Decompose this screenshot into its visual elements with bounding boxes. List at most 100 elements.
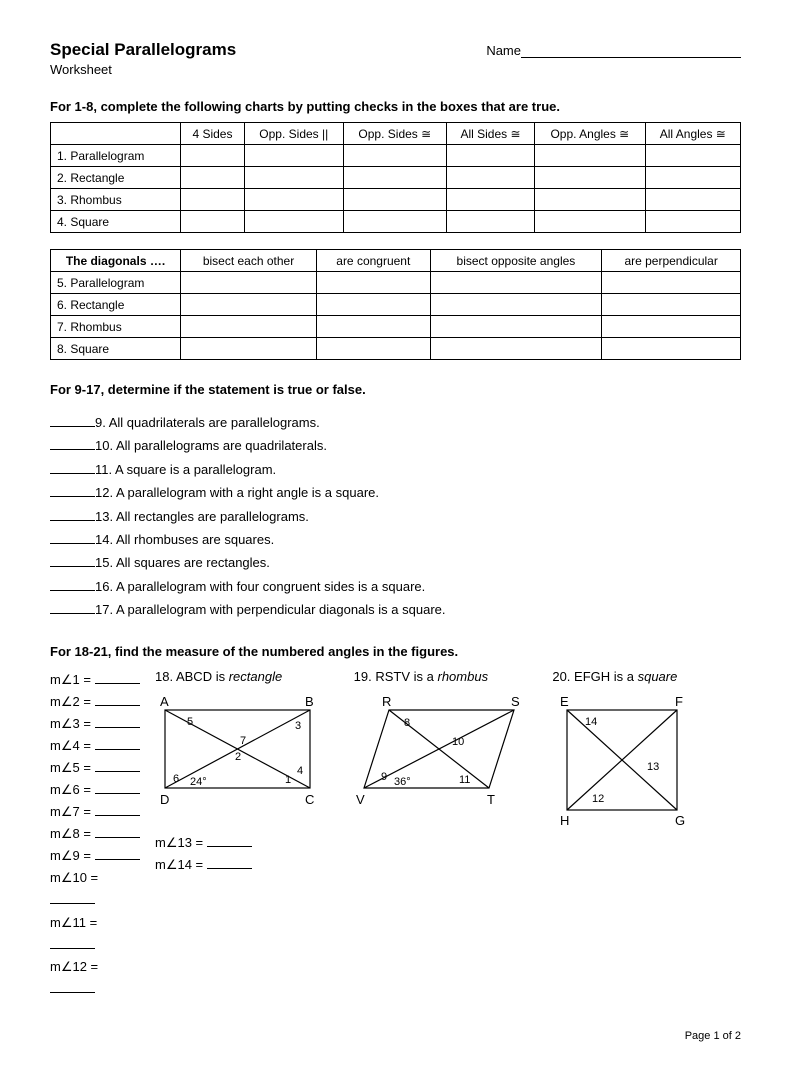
t2-h0: The diagonals …. (51, 250, 181, 272)
svg-text:14: 14 (585, 716, 597, 728)
svg-text:3: 3 (295, 720, 301, 732)
ang6: m∠6 = (50, 782, 95, 797)
t2-r2: 6. Rectangle (51, 294, 181, 316)
q14: 14. All rhombuses are squares. (95, 532, 274, 547)
svg-text:9: 9 (381, 771, 387, 783)
figure-18: 18. ABCD is rectangle A B C D 5 3 7 2 6 … (155, 669, 344, 876)
t1-h5: Opp. Angles ≅ (535, 123, 646, 145)
svg-text:R: R (382, 694, 391, 709)
ang11: m∠11 = (50, 915, 97, 930)
blank-10[interactable] (50, 449, 95, 450)
ang4: m∠4 = (50, 738, 95, 753)
blank-12[interactable] (50, 496, 95, 497)
instruction-1: For 1-8, complete the following charts b… (50, 99, 741, 114)
q9: 9. All quadrilaterals are parallelograms… (95, 415, 320, 430)
f18-shape: rectangle (229, 669, 282, 684)
t1-h3: Opp. Sides ≅ (343, 123, 446, 145)
svg-text:H: H (560, 813, 569, 828)
svg-text:4: 4 (297, 765, 303, 777)
svg-text:V: V (356, 792, 365, 807)
blank-14[interactable] (50, 543, 95, 544)
svg-text:A: A (160, 694, 169, 709)
instruction-3: For 18-21, find the measure of the numbe… (50, 644, 741, 659)
t1-h0 (51, 123, 181, 145)
ang7: m∠7 = (50, 804, 95, 819)
svg-text:E: E (560, 694, 569, 709)
blank-16[interactable] (50, 590, 95, 591)
name-label: Name (486, 43, 521, 58)
figures-row: m∠1 = m∠2 = m∠3 = m∠4 = m∠5 = m∠6 = m∠7 … (50, 669, 741, 1000)
table-properties: 4 Sides Opp. Sides || Opp. Sides ≅ All S… (50, 122, 741, 233)
table-diagonals: The diagonals …. bisect each other are c… (50, 249, 741, 360)
t1-h2: Opp. Sides || (244, 123, 343, 145)
square-diagram: E F G H 14 13 12 (552, 692, 702, 832)
ang12: m∠12 = (50, 959, 98, 974)
t2-h3: bisect opposite angles (430, 250, 602, 272)
f20-shape: square (638, 669, 678, 684)
true-false-list: 9. All quadrilaterals are parallelograms… (50, 411, 741, 622)
svg-text:24°: 24° (190, 776, 207, 788)
t2-h2: are congruent (317, 250, 430, 272)
page-footer: Page 1 of 2 (50, 1030, 741, 1042)
svg-text:8: 8 (404, 717, 410, 729)
instruction-2: For 9-17, determine if the statement is … (50, 382, 741, 397)
blank-9[interactable] (50, 426, 95, 427)
t1-r3: 3. Rhombus (51, 189, 181, 211)
t1-r2: 2. Rectangle (51, 167, 181, 189)
figure-20: 20. EFGH is a square E F G H 14 13 12 (552, 669, 741, 832)
ang10: m∠10 = (50, 870, 98, 885)
t2-h4: are perpendicular (602, 250, 741, 272)
svg-text:5: 5 (187, 716, 193, 728)
name-blank[interactable] (521, 57, 741, 58)
ang2: m∠2 = (50, 694, 95, 709)
t1-r1: 1. Parallelogram (51, 145, 181, 167)
name-field: Name (486, 43, 741, 58)
blank-11[interactable] (50, 473, 95, 474)
t2-r3: 7. Rhombus (51, 316, 181, 338)
ang14: m∠14 = (155, 857, 207, 872)
q17: 17. A parallelogram with perpendicular d… (95, 602, 446, 617)
ang1: m∠1 = (50, 672, 95, 687)
q12: 12. A parallelogram with a right angle i… (95, 485, 379, 500)
rectangle-diagram: A B C D 5 3 7 2 6 24° 1 4 (155, 692, 320, 822)
svg-text:T: T (487, 792, 495, 807)
svg-text:6: 6 (173, 773, 179, 785)
q13: 13. All rectangles are parallelograms. (95, 509, 309, 524)
rhombus-diagram: R S T V 8 10 9 36° 11 (354, 692, 529, 822)
blank-15[interactable] (50, 566, 95, 567)
svg-text:36°: 36° (394, 776, 411, 788)
figure-19: 19. RSTV is a rhombus R S T V 8 10 9 36°… (354, 669, 543, 822)
svg-text:F: F (675, 694, 683, 709)
t2-r4: 8. Square (51, 338, 181, 360)
svg-text:D: D (160, 792, 169, 807)
q10: 10. All parallelograms are quadrilateral… (95, 438, 327, 453)
f19-shape: rhombus (437, 669, 488, 684)
angles-column: m∠1 = m∠2 = m∠3 = m∠4 = m∠5 = m∠6 = m∠7 … (50, 669, 145, 1000)
f20-prefix: 20. EFGH is a (552, 669, 637, 684)
q16: 16. A parallelogram with four congruent … (95, 579, 425, 594)
page-title: Special Parallelograms (50, 40, 236, 60)
svg-text:B: B (305, 694, 314, 709)
t1-h6: All Angles ≅ (645, 123, 740, 145)
ang8: m∠8 = (50, 826, 95, 841)
q15: 15. All squares are rectangles. (95, 555, 270, 570)
ang3: m∠3 = (50, 716, 95, 731)
svg-text:1: 1 (285, 774, 291, 786)
blank-13[interactable] (50, 520, 95, 521)
ang9: m∠9 = (50, 848, 95, 863)
svg-text:C: C (305, 792, 314, 807)
q11: 11. A square is a parallelogram. (95, 462, 276, 477)
svg-text:12: 12 (592, 793, 604, 805)
blank-17[interactable] (50, 613, 95, 614)
subtitle: Worksheet (50, 62, 741, 77)
t1-h4: All Sides ≅ (446, 123, 534, 145)
t1-r4: 4. Square (51, 211, 181, 233)
svg-text:13: 13 (647, 761, 659, 773)
f19-prefix: 19. RSTV is a (354, 669, 438, 684)
svg-text:G: G (675, 813, 685, 828)
svg-text:10: 10 (452, 736, 464, 748)
svg-text:2: 2 (235, 751, 241, 763)
ang5: m∠5 = (50, 760, 95, 775)
t1-h1: 4 Sides (181, 123, 245, 145)
svg-text:11: 11 (459, 774, 470, 786)
